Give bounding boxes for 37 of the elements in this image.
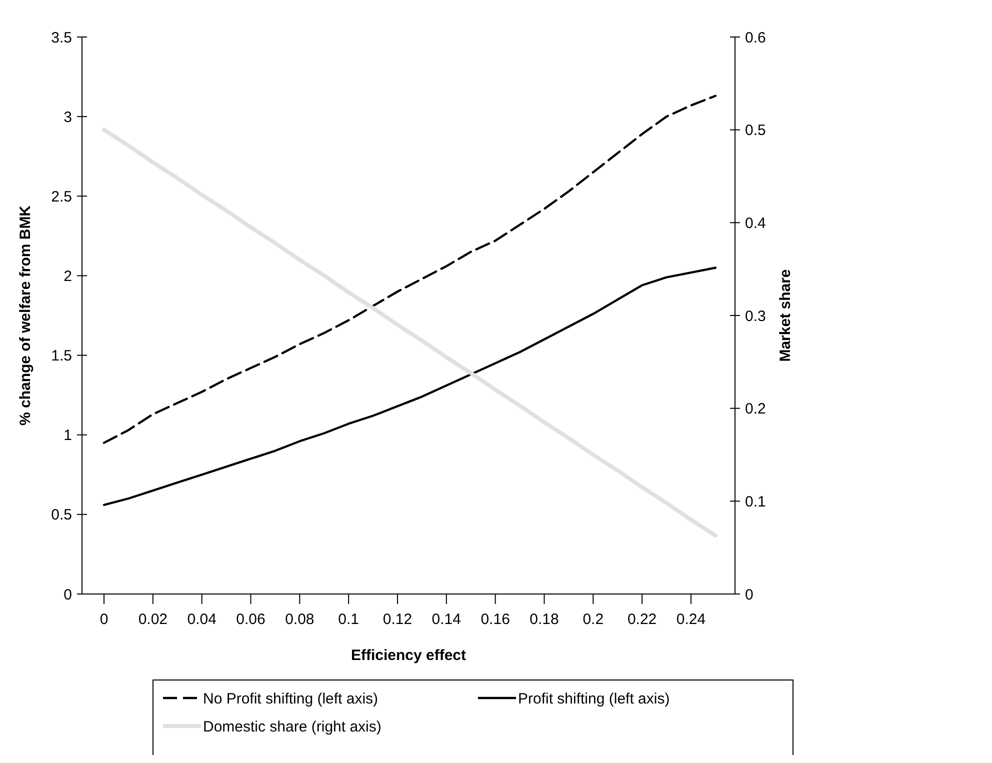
- x-tick-label: 0.02: [138, 611, 168, 628]
- x-tick-label: 0.06: [236, 611, 266, 628]
- y-tick-label: 0.5: [51, 506, 72, 524]
- y2-tick-label: 0.6: [745, 29, 766, 46]
- y2-tick-label: 0.1: [745, 493, 766, 510]
- y2-tick-label: 0.5: [745, 122, 766, 140]
- x-axis-title: Efficiency effect: [350, 647, 466, 664]
- x-tick-label: 0.18: [530, 611, 559, 628]
- legend-label: No Profit shifting (left axis): [203, 690, 378, 708]
- x-tick-label: 0.04: [187, 611, 216, 628]
- x-tick-label: 0.16: [480, 611, 510, 628]
- x-tick-label: 0: [100, 611, 108, 628]
- y2-axis-title: Market share: [777, 269, 794, 362]
- line-series: [102, 266, 717, 506]
- y-tick-label: 2: [64, 268, 72, 285]
- legend-label: Profit shifting (left axis): [518, 690, 670, 708]
- x-tick-label: 0.22: [627, 611, 657, 628]
- y-tick-label: 1.5: [51, 348, 72, 365]
- y-tick-label: 3: [64, 108, 72, 126]
- y-axis-title: % change of welfare from BMK: [17, 205, 34, 426]
- x-tick-label: 0.14: [432, 611, 462, 628]
- y-tick-label: 0: [64, 586, 72, 604]
- x-tick-label: 0.1: [338, 611, 360, 628]
- y2-tick-label: 0.2: [745, 400, 766, 418]
- line-series: [102, 128, 718, 538]
- x-tick-label: 0.12: [382, 611, 412, 628]
- y2-tick-label: 0: [745, 586, 754, 604]
- y-tick-label: 2.5: [51, 188, 72, 206]
- x-tick-label: 0.24: [676, 611, 706, 628]
- line-series: [102, 94, 717, 444]
- y-tick-label: 1: [64, 427, 72, 444]
- y2-tick-label: 0.3: [745, 308, 766, 325]
- y-tick-label: 3.5: [51, 29, 72, 46]
- x-tick-label: 0.2: [582, 611, 604, 628]
- x-tick-label: 0.08: [285, 611, 314, 628]
- legend-label: Domestic share (right axis): [203, 718, 382, 736]
- y2-tick-label: 0.4: [745, 214, 766, 232]
